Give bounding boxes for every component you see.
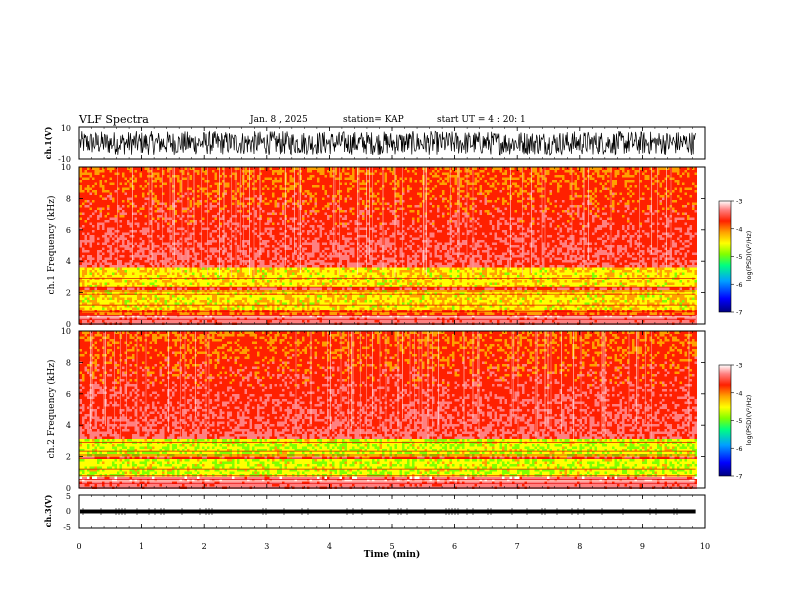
ch2-colorbar-label: log(PSD)(V²/Hz) (745, 395, 753, 446)
ch1-waveform-trace (79, 130, 696, 156)
time-tick-label: 3 (264, 542, 269, 551)
ch1-ytick-top: 10 (61, 124, 71, 133)
date-label: Jan. 8 , 2025 (250, 115, 308, 125)
colorbar-tick-label: -3 (736, 198, 742, 206)
freq-tick-label: 8 (66, 358, 71, 367)
ch3-ytick-mid: 0 (66, 507, 71, 516)
time-tick-label: 9 (640, 542, 645, 551)
freq-tick-label: 6 (66, 390, 71, 399)
colorbar-tick-label: -4 (736, 225, 742, 233)
freq-tick-label: 0 (66, 320, 71, 329)
time-tick-label: 8 (577, 542, 582, 551)
time-tick-label: 7 (515, 542, 520, 551)
time-tick-label: 0 (76, 542, 81, 551)
ch1-ylabel: ch.1(V) (43, 126, 53, 159)
ch1-colorbar-label: log(PSD)(V²/Hz) (745, 231, 753, 282)
ch1-spec-ylabel: ch.1 Frequency (kHz) (46, 196, 57, 295)
freq-tick-label: 6 (66, 226, 71, 235)
time-tick-label: 2 (202, 542, 207, 551)
freq-tick-label: 10 (61, 327, 71, 336)
freq-tick-label: 2 (66, 453, 71, 462)
colorbar-tick-label: -7 (736, 473, 742, 481)
freq-tick-label: 2 (66, 289, 71, 298)
ch3-waveform-panel: 5 0 -5 ch.3(V) (43, 492, 706, 532)
colorbar-tick-label: -3 (736, 362, 742, 370)
time-tick-label: 10 (700, 542, 710, 551)
ch3-ytick-top: 5 (66, 492, 71, 501)
ch2-colorbar: -3 -4 -5 -6 -7 log(PSD)(V²/Hz) (718, 362, 753, 481)
colorbar-tick-label: -5 (736, 417, 742, 425)
station-label: station= KAP (343, 115, 404, 125)
freq-tick-label: 0 (66, 484, 71, 493)
freq-tick-label: 4 (66, 257, 71, 266)
ch3-ytick-bottom: -5 (63, 523, 71, 532)
time-axis-ticks: 0 1 2 3 4 5 6 7 8 9 10 (76, 127, 710, 551)
ch1-spectrogram-image (79, 167, 697, 325)
ch2-spec-ylabel: ch.2 Frequency (kHz) (46, 360, 57, 459)
ch2-spectrogram-image (79, 331, 697, 489)
ch1-colorbar: -3 -4 -5 -6 -7 log(PSD)(V²/Hz) (718, 198, 753, 317)
ch1-ytick-bottom: -10 (58, 155, 71, 164)
colorbar-tick-label: -7 (736, 309, 742, 317)
start-time-label: start UT = 4 : 20: 1 (437, 115, 526, 125)
ch2-spectrogram-panel: 0 2 4 6 8 10 ch.2 Frequency (kHz) (46, 327, 706, 493)
time-tick-label: 6 (452, 542, 457, 551)
freq-tick-label: 10 (61, 163, 71, 172)
time-tick-label: 5 (389, 542, 394, 551)
colorbar-tick-label: -5 (736, 253, 742, 261)
freq-tick-label: 8 (66, 194, 71, 203)
colorbar-tick-label: -6 (736, 445, 742, 453)
time-tick-label: 4 (327, 542, 332, 551)
ch3-waveform-trace (80, 508, 696, 515)
colorbar-tick-label: -6 (736, 281, 742, 289)
time-axis-label: Time (min) (364, 549, 421, 560)
ch3-ylabel: ch.3(V) (43, 494, 53, 527)
ch1-waveform-panel: 10 -10 ch.1(V) (43, 124, 706, 164)
ch1-spectrogram-panel: 0 2 4 6 8 10 ch.1 Frequency (kHz) (46, 163, 706, 329)
chart-title: VLF Spectra (79, 113, 149, 126)
time-tick-label: 1 (139, 542, 144, 551)
freq-tick-label: 4 (66, 421, 71, 430)
colorbar-tick-label: -4 (736, 389, 742, 397)
